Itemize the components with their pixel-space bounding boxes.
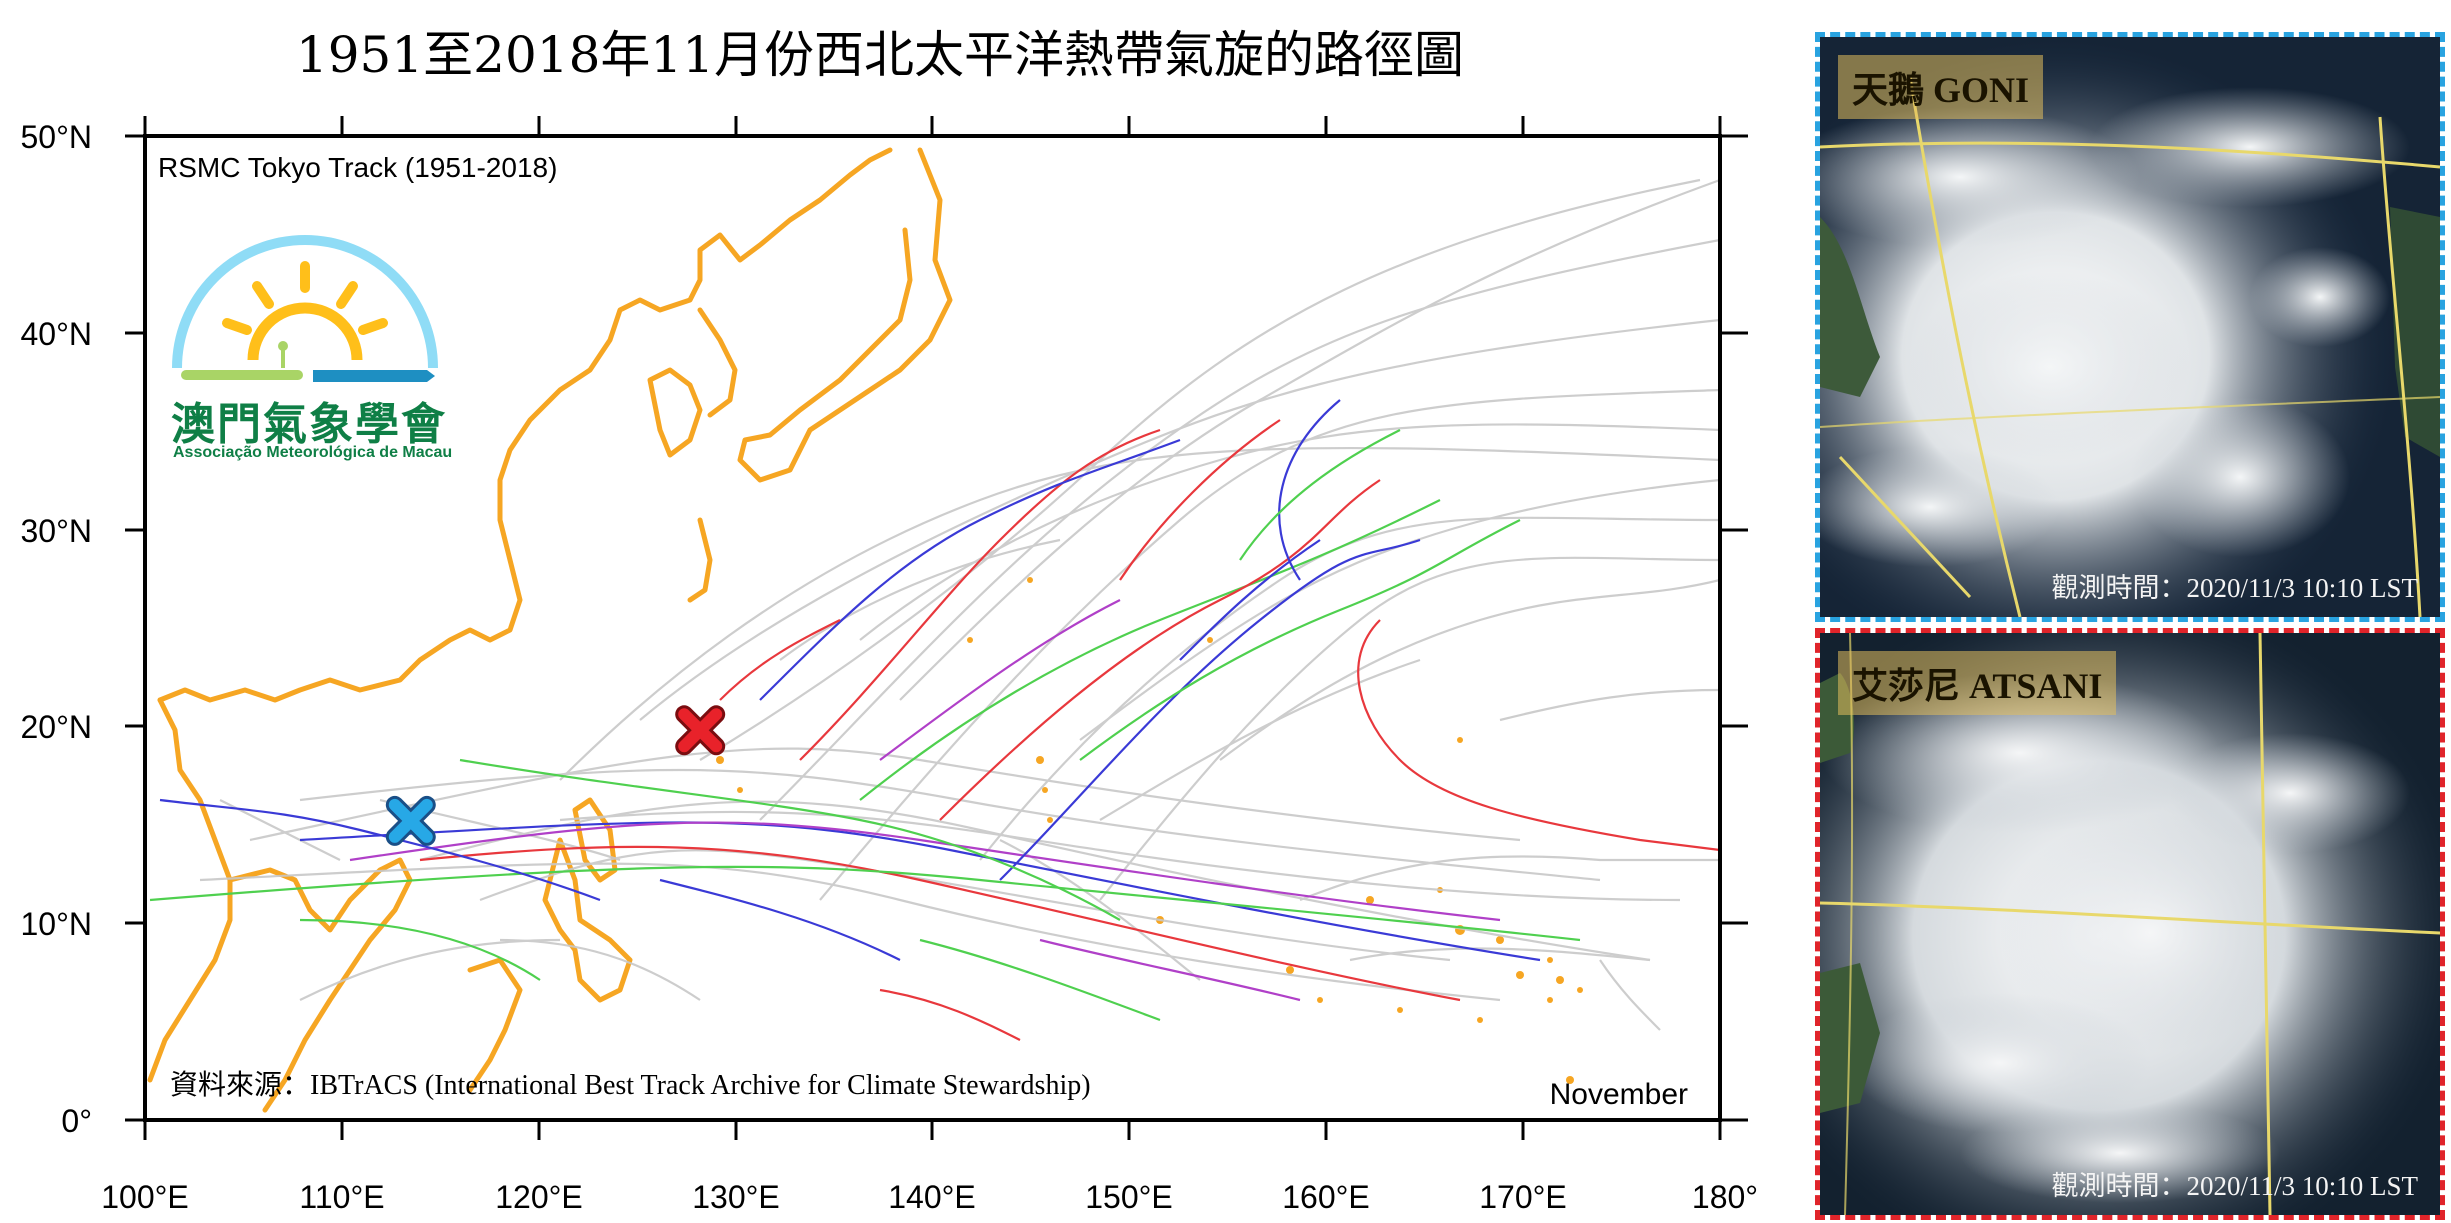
map-subtitle: RSMC Tokyo Track (1951-2018) — [158, 152, 557, 183]
storm-label-goni: 天鵝 GONI — [1838, 55, 2044, 119]
lon-tick-label: 180° — [1692, 1179, 1758, 1215]
satellite-image-atsani — [1820, 633, 2440, 1215]
society-logo: 澳門氣象學會 Associação Meteorológica de Macau — [165, 218, 455, 468]
lon-tick-label: 130°E — [692, 1179, 780, 1215]
storm-label-atsani: 艾莎尼 ATSANI — [1838, 651, 2117, 715]
lon-tick-label: 150°E — [1085, 1179, 1173, 1215]
historic-tracks — [199, 178, 1720, 1031]
logo-name-pt: Associação Meteorológica de Macau — [173, 444, 453, 461]
satellite-panel-atsani: 艾莎尼 ATSANI 觀測時間：2020/11/3 10:10 LST — [1815, 628, 2445, 1220]
lat-tick-label: 10°N — [21, 906, 93, 942]
lat-tick-label: 40°N — [21, 316, 93, 352]
atsani-position-marker — [675, 705, 726, 756]
lat-tick-label: 50°N — [21, 119, 93, 155]
tick-marks — [125, 116, 1748, 1140]
observation-time-goni: 觀測時間：2020/11/3 10:10 LST — [2051, 573, 2418, 603]
coloured-tracks — [149, 399, 1720, 1041]
lon-tick-label: 160°E — [1282, 1179, 1370, 1215]
lon-tick-label: 170°E — [1479, 1179, 1567, 1215]
goni-position-marker — [385, 795, 436, 846]
data-source: 資料來源：IBTrACS (International Best Track A… — [170, 1069, 1091, 1101]
observation-time-atsani: 觀測時間：2020/11/3 10:10 LST — [2051, 1171, 2418, 1201]
map-title: 1951至2018年11月份西北太平洋熱帶氣旋的路徑圖 — [296, 26, 1464, 84]
track-map: 1951至2018年11月份西北太平洋熱帶氣旋的路徑圖 — [21, 26, 1759, 1215]
islands — [716, 577, 1583, 1084]
lat-tick-label: 30°N — [21, 513, 93, 549]
lon-tick-label: 100°E — [101, 1179, 189, 1215]
satellite-panel-goni: 天鵝 GONI 觀測時間：2020/11/3 10:10 LST — [1815, 32, 2445, 622]
lon-tick-label: 110°E — [299, 1179, 384, 1215]
lon-tick-label: 120°E — [495, 1179, 583, 1215]
lat-tick-label: 0° — [61, 1103, 92, 1139]
month-label: November — [1550, 1078, 1688, 1111]
sun-rainbow-icon — [172, 235, 438, 382]
satellite-image-goni — [1820, 37, 2440, 617]
lon-tick-label: 140°E — [888, 1179, 976, 1215]
lat-tick-label: 20°N — [21, 709, 93, 745]
logo-name-cn: 澳門氣象學會 — [171, 399, 447, 450]
